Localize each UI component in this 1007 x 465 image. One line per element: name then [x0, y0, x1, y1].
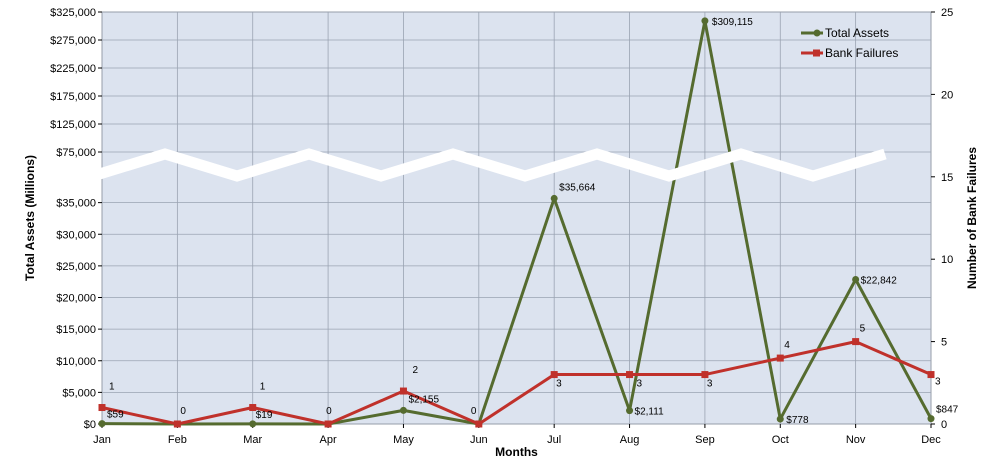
point-bank-failures [927, 371, 935, 379]
y-left-tick-label: $20,000 [56, 293, 96, 305]
gridlines [101, 11, 932, 425]
data-label-total-assets: $22,842 [861, 276, 898, 287]
y-left-axis-title: Total Assets (Millions) [23, 155, 37, 281]
point-bank-failures [173, 420, 181, 428]
y-right-tick-label: 25 [941, 7, 953, 19]
point-bank-failures [475, 420, 483, 428]
x-tick-label: Sep [695, 434, 715, 446]
y-left-tick-label: $125,000 [50, 119, 96, 131]
data-label-total-assets: $2,111 [635, 407, 665, 418]
point-bank-failures [324, 420, 332, 428]
legend-label-bank-failures: Bank Failures [825, 46, 898, 60]
y-right-tick-label: 0 [941, 419, 947, 431]
x-tick-label: Jan [93, 434, 111, 446]
point-bank-failures [852, 338, 860, 346]
point-total-assets [852, 276, 860, 284]
y-left-tick-label: $225,000 [50, 63, 96, 75]
point-total-assets [399, 406, 407, 414]
x-axis-title: Months [495, 445, 538, 459]
x-tick-label: Jul [547, 434, 561, 446]
y-left-tick-label: $10,000 [56, 356, 96, 368]
series-line-bank-failures [101, 340, 932, 426]
x-tick-label: Oct [772, 434, 789, 446]
y-right-tick-label: 15 [941, 172, 953, 184]
data-label-total-assets: $19 [256, 410, 273, 421]
data-label-bank-failures: 3 [556, 379, 562, 390]
legend-marker-bank-failures [813, 49, 820, 57]
data-label-total-assets: $2,155 [408, 394, 439, 405]
x-tick-label: Feb [168, 434, 187, 446]
y-left-tick-label: $30,000 [56, 229, 96, 241]
x-tick-label: Apr [320, 434, 337, 446]
x-tick-label: Jun [470, 434, 488, 446]
point-bank-failures [776, 354, 784, 362]
y-left-tick-label: $75,000 [56, 147, 96, 159]
y-right-tick-label: 10 [941, 254, 953, 266]
series-line-total-assets [101, 19, 933, 426]
y-left-tick-label: $275,000 [50, 35, 96, 47]
data-label-total-assets: $59 [107, 410, 124, 421]
data-label-bank-failures: 1 [109, 382, 115, 393]
point-total-assets [550, 194, 558, 202]
legend-label-total-assets: Total Assets [825, 26, 889, 40]
point-bank-failures [98, 404, 106, 412]
y-left-tick-label: $25,000 [56, 261, 96, 273]
y-left-tick-label: $0 [84, 419, 96, 431]
x-tick-label: May [393, 434, 414, 446]
point-total-assets [927, 415, 935, 423]
point-bank-failures [399, 387, 407, 395]
data-label-bank-failures: 0 [180, 406, 186, 417]
data-label-total-assets: $35,664 [559, 182, 596, 193]
x-tick-label: Nov [846, 434, 866, 446]
data-label-bank-failures: 3 [637, 379, 643, 390]
x-tick-label: Aug [620, 434, 640, 446]
data-label-total-assets: $309,115 [712, 17, 753, 28]
point-total-assets [776, 415, 784, 423]
axis-break-band [91, 148, 887, 182]
y-left-tick-label: $5,000 [62, 387, 96, 399]
data-label-bank-failures: 2 [412, 365, 418, 376]
data-label-total-assets: $778 [786, 415, 809, 426]
data-label-bank-failures: 3 [707, 379, 713, 390]
data-label-bank-failures: 5 [860, 324, 866, 335]
y-right-axis-title: Number of Bank Failures [965, 147, 979, 289]
data-label-bank-failures: 0 [471, 406, 477, 417]
y-right-tick-label: 20 [941, 89, 953, 101]
point-total-assets [249, 420, 257, 428]
y-left-tick-label: $325,000 [50, 7, 96, 19]
data-label-bank-failures: 4 [784, 340, 790, 351]
x-tick-label: Dec [921, 434, 941, 446]
point-total-assets [701, 17, 709, 25]
point-bank-failures [550, 371, 558, 379]
y-left-tick-label: $35,000 [56, 198, 96, 210]
point-bank-failures [701, 371, 709, 379]
point-bank-failures [626, 371, 634, 379]
point-total-assets [98, 420, 106, 428]
data-label-total-assets: $847 [936, 405, 959, 416]
data-label-bank-failures: 3 [935, 377, 941, 388]
data-label-bank-failures: 0 [326, 406, 332, 417]
plot-area [101, 11, 932, 425]
y-right-tick-label: 5 [941, 337, 947, 349]
legend: Total Assets Bank Failures [801, 26, 898, 60]
point-bank-failures [249, 404, 257, 412]
x-tick-label: Mar [243, 434, 262, 446]
point-total-assets [626, 407, 634, 415]
legend-marker-total-assets [813, 29, 821, 37]
y-left-tick-label: $175,000 [50, 91, 96, 103]
data-label-bank-failures: 1 [260, 382, 266, 393]
y-left-tick-label: $15,000 [56, 324, 96, 336]
